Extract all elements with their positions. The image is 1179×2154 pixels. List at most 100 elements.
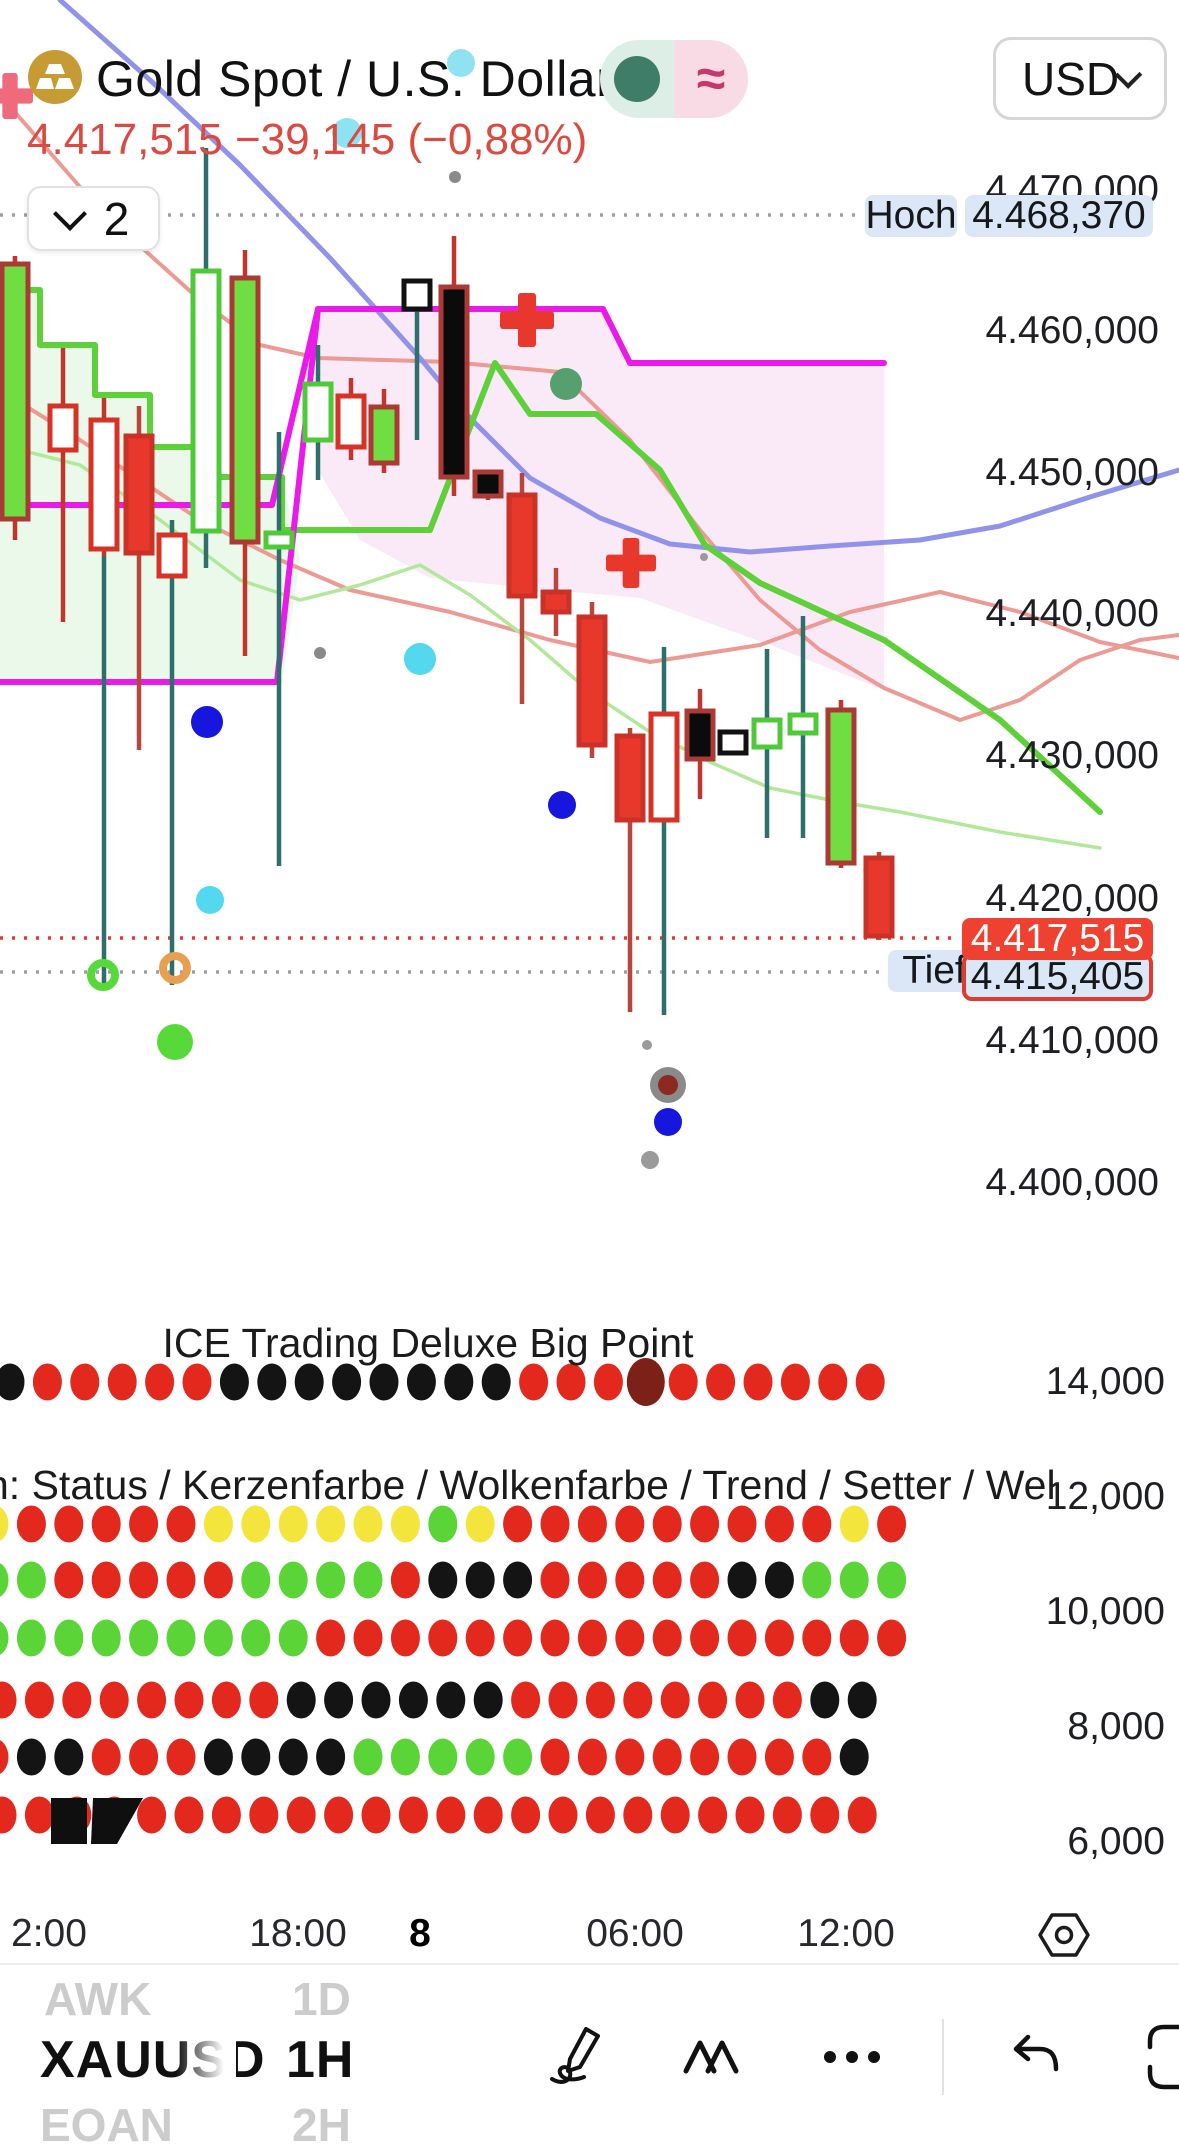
toggle-left-option[interactable] — [600, 40, 674, 118]
signal-dot — [166, 1738, 196, 1776]
currency-selector[interactable]: USD — [993, 37, 1167, 120]
time-axis-label: 2:00 — [11, 1912, 87, 1955]
picker-prev-symbol[interactable]: AWK — [44, 1973, 152, 2025]
price-axis-label: 4.410,000 — [985, 1019, 1159, 1062]
plus-marker — [2, 73, 18, 119]
signal-dot — [166, 1561, 196, 1599]
signal-dot — [847, 1796, 877, 1834]
signal-dot — [503, 1561, 533, 1599]
signal-marker — [641, 1151, 659, 1169]
signal-dot — [316, 1561, 346, 1599]
signal-dot — [780, 1363, 810, 1401]
signal-dot — [660, 1681, 690, 1719]
quick-settings-hexagon-icon[interactable] — [1036, 1907, 1092, 1963]
signal-dot — [698, 1681, 728, 1719]
signal-dot — [652, 1505, 682, 1543]
more-options-icon[interactable] — [820, 2037, 884, 2077]
signal-dot — [16, 1505, 46, 1543]
picker-next-symbol[interactable]: EOAN — [40, 2099, 173, 2151]
picker-next-interval[interactable]: 2H — [292, 2099, 351, 2151]
signal-dot — [91, 1738, 121, 1776]
signal-dot — [772, 1681, 802, 1719]
toggle-right-option[interactable]: ≈ — [674, 40, 748, 118]
signal-dot — [473, 1796, 503, 1834]
signal-dot — [615, 1505, 645, 1543]
signal-dot — [16, 1619, 46, 1657]
signal-dot — [203, 1505, 233, 1543]
signal-dot — [353, 1619, 383, 1657]
signal-dot — [847, 1681, 877, 1719]
signal-dot — [436, 1796, 466, 1834]
signal-dot — [278, 1619, 308, 1657]
signal-dot — [839, 1561, 869, 1599]
picker-prev-interval[interactable]: 1D — [292, 1973, 351, 2025]
time-axis-label: 18:00 — [249, 1912, 347, 1955]
draw-pen-icon[interactable] — [544, 2023, 608, 2087]
signal-dot — [652, 1738, 682, 1776]
signal-dot — [465, 1619, 495, 1657]
signal-dot — [99, 1681, 129, 1719]
tradingview-logo[interactable] — [51, 1792, 143, 1844]
signal-dot — [585, 1681, 615, 1719]
signal-dot — [54, 1738, 84, 1776]
signal-dot — [503, 1505, 533, 1543]
signal-dot — [369, 1363, 399, 1401]
signal-dot — [54, 1561, 84, 1599]
candle — [863, 855, 895, 939]
signal-dot — [70, 1363, 100, 1401]
candle — [472, 469, 504, 499]
signal-dot — [211, 1796, 241, 1834]
signal-dot — [519, 1363, 549, 1401]
undo-icon[interactable] — [1000, 2025, 1064, 2089]
signal-dot — [764, 1505, 794, 1543]
signal-dot — [810, 1681, 840, 1719]
signal-dot — [473, 1681, 503, 1719]
signal-dot — [174, 1681, 204, 1719]
bottom-sheet-divider — [0, 1963, 1179, 1965]
symbol-logo[interactable] — [28, 50, 82, 104]
signal-dot — [577, 1738, 607, 1776]
signal-dot — [802, 1561, 832, 1599]
signal-dot — [548, 1796, 578, 1834]
candle — [0, 261, 31, 522]
signal-dot — [398, 1681, 428, 1719]
signal-dot — [698, 1796, 728, 1834]
signal-dot — [249, 1796, 279, 1834]
signal-marker — [157, 1024, 193, 1060]
signal-dot — [727, 1738, 757, 1776]
screenshot-frame-icon[interactable] — [1146, 2023, 1179, 2091]
candle — [123, 433, 155, 556]
signal-dot — [324, 1681, 354, 1719]
signal-dot — [839, 1505, 869, 1543]
signal-dot — [0, 1621, 9, 1655]
signal-dot — [511, 1796, 541, 1834]
signal-ring-marker — [87, 959, 119, 991]
light-green-line — [0, 443, 1102, 850]
signal-dot — [428, 1505, 458, 1543]
symbol-title[interactable]: Gold Spot / U.S. Dollar — [96, 51, 614, 107]
chart-style-toggle[interactable]: ≈ — [600, 40, 748, 118]
candle — [717, 729, 749, 756]
signal-dot — [503, 1738, 533, 1776]
signal-dot — [436, 1681, 466, 1719]
signal-dot — [540, 1738, 570, 1776]
signal-dot — [0, 1796, 17, 1834]
signal-dot — [390, 1619, 420, 1657]
signal-dot — [577, 1619, 607, 1657]
signal-dot — [129, 1738, 159, 1776]
indicators-icon[interactable] — [680, 2025, 744, 2089]
candle — [229, 275, 261, 545]
signal-dot — [316, 1505, 346, 1543]
candle — [47, 403, 79, 453]
picker-current-interval[interactable]: 1H — [286, 2031, 355, 2089]
signal-dot — [0, 1681, 17, 1719]
signal-dot — [818, 1363, 848, 1401]
signal-dot — [129, 1619, 159, 1657]
currency-value: USD — [1022, 52, 1120, 105]
indicators-collapse-button[interactable]: 2 — [27, 186, 160, 251]
candle — [401, 278, 433, 312]
signal-dot — [764, 1561, 794, 1599]
signal-marker — [654, 1108, 682, 1136]
